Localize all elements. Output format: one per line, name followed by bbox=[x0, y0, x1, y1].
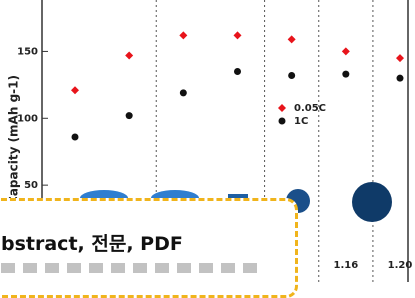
legend-marker bbox=[278, 104, 286, 112]
point bbox=[288, 35, 296, 43]
point bbox=[180, 89, 187, 96]
y-tick-label: 150 bbox=[17, 46, 38, 57]
x-tick-label: 1.20 bbox=[388, 260, 413, 271]
point bbox=[288, 72, 295, 79]
point bbox=[396, 54, 404, 62]
callout-line bbox=[1, 263, 261, 273]
callout-text: bstract, 전문, PDF bbox=[1, 229, 183, 256]
legend-label: 0.05C bbox=[294, 103, 326, 114]
x-tick-label: 1.16 bbox=[333, 260, 358, 271]
legend-label: 1C bbox=[294, 116, 308, 127]
point bbox=[179, 31, 187, 39]
point bbox=[397, 75, 404, 82]
page: Capacity (mAh g-1) 50 100 150 1.16 1.20 0.05C… bbox=[0, 0, 415, 282]
callout[interactable]: bstract, 전문, PDF bbox=[0, 198, 298, 298]
point bbox=[234, 68, 241, 75]
legend-marker bbox=[279, 118, 286, 125]
point bbox=[342, 47, 350, 55]
point bbox=[126, 112, 133, 119]
point bbox=[234, 31, 242, 39]
point bbox=[125, 51, 133, 59]
y-tick-label: 50 bbox=[24, 180, 38, 191]
y-tick-label: 100 bbox=[17, 113, 38, 124]
y-label: Capacity (mAh g-1) bbox=[7, 75, 21, 205]
point bbox=[72, 134, 79, 141]
point bbox=[71, 86, 79, 94]
point bbox=[342, 71, 349, 78]
